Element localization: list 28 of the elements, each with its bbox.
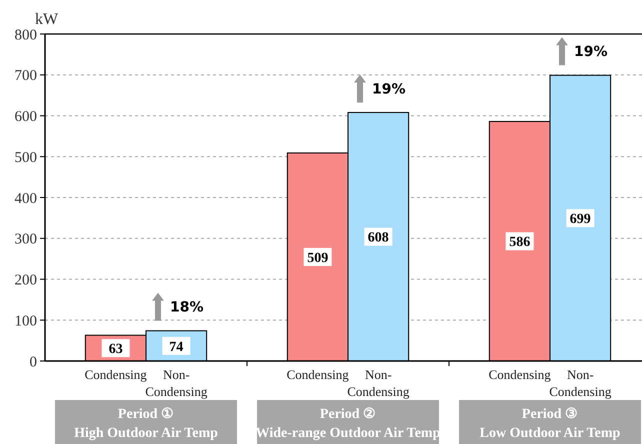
data-label: 699 xyxy=(570,212,591,228)
y-tick-label: 600 xyxy=(14,109,37,125)
annotation: 19% xyxy=(372,81,406,98)
y-tick-label: 0 xyxy=(30,354,37,370)
series-label: Condensing xyxy=(84,367,148,382)
x-tick-label: Period ① High Outdoor Air Temp xyxy=(74,407,218,441)
annotation: 19% xyxy=(574,44,608,60)
data-label: 509 xyxy=(307,250,328,266)
text: Non- Condensing xyxy=(549,367,612,399)
y-tick-label: 800 xyxy=(14,27,37,44)
text: Non- Condensing xyxy=(347,367,410,399)
x-tick-label: Period ③ Low Outdoor Air Temp xyxy=(480,407,621,441)
y-axis-title: kW xyxy=(35,11,59,28)
data-label: 63 xyxy=(108,342,123,358)
y-tick-label: 500 xyxy=(14,150,37,166)
y-tick-label: 700 xyxy=(14,68,37,84)
series-label: Non- Condensing xyxy=(145,367,208,399)
text: Condensing xyxy=(286,367,349,382)
text: Condensing xyxy=(488,367,551,382)
x-tick-label: Period ② Wide-range Outdoor Air Temp xyxy=(256,407,441,441)
data-label: 608 xyxy=(368,230,389,246)
data-label: 586 xyxy=(509,235,530,250)
y-tick-label: 100 xyxy=(14,313,37,330)
y-tick-label: 200 xyxy=(14,272,37,288)
y-tick-label: 400 xyxy=(14,190,37,207)
y-tick-label: 300 xyxy=(14,232,37,248)
data-label: 74 xyxy=(169,340,184,355)
annotation: 18% xyxy=(170,300,204,316)
